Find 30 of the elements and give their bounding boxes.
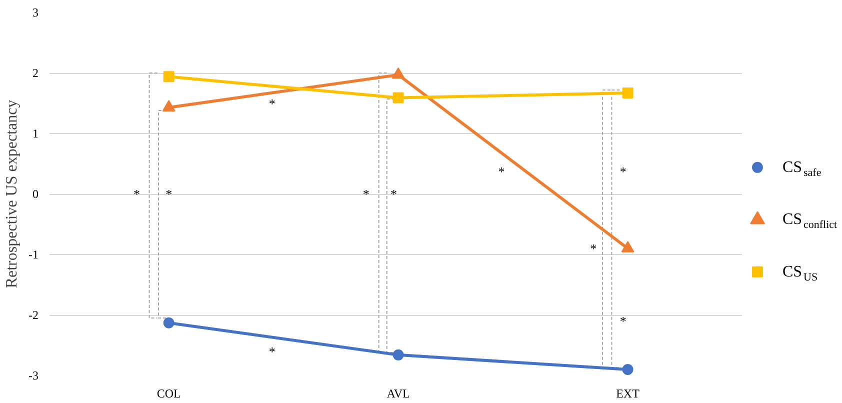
y-tick-label: -1 <box>28 248 39 262</box>
y-tick-label: 0 <box>32 187 38 201</box>
annotation: * <box>166 186 172 202</box>
y-tick-label: 3 <box>32 6 38 20</box>
annotation: * <box>498 164 505 180</box>
annotation: * <box>133 186 140 202</box>
annotation: * <box>620 164 626 180</box>
point <box>392 92 404 104</box>
y-tick-label: 2 <box>32 66 38 80</box>
point <box>392 349 404 360</box>
point <box>622 364 634 375</box>
point <box>162 100 176 112</box>
annotation: * <box>620 314 626 329</box>
y-axis-title: Retrospective US expectancy <box>4 100 21 288</box>
annotation: * <box>362 186 370 202</box>
y-tick-label: -2 <box>28 308 39 322</box>
x-tick-label: COL <box>156 386 181 400</box>
x-tick-label: AVL <box>386 386 410 400</box>
x-tick-label: EXT <box>616 386 640 400</box>
annotation: * <box>268 96 276 111</box>
annotation: * <box>390 186 397 202</box>
point <box>622 87 634 98</box>
point <box>392 67 405 79</box>
y-tick-label: 1 <box>32 126 38 140</box>
point <box>163 317 174 328</box>
annotation: * <box>268 344 276 359</box>
point <box>621 241 634 252</box>
annotation: * <box>590 240 597 256</box>
point <box>163 71 174 82</box>
y-tick-label: -3 <box>28 368 39 382</box>
